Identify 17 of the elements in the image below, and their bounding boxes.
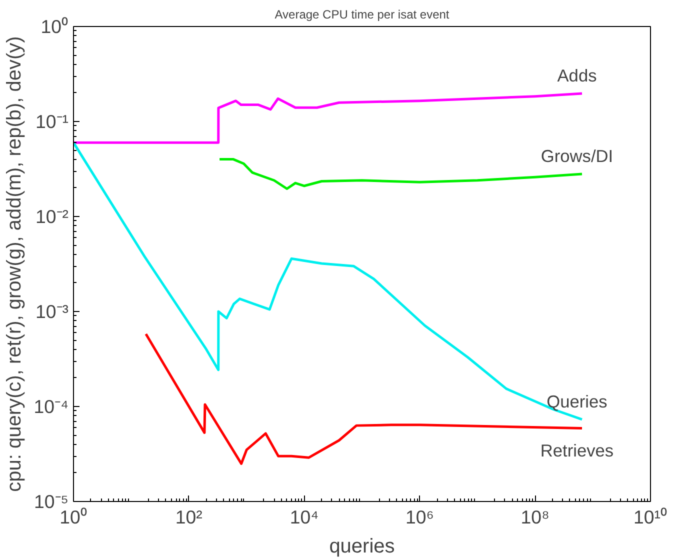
- y-tick-label: 10⁻⁴: [34, 396, 69, 417]
- x-tick-label: 10¹⁰: [634, 506, 668, 528]
- x-tick-label: 10²: [175, 506, 202, 528]
- series-label: Grows/DI: [540, 146, 614, 166]
- y-tick-label: 10⁻²: [36, 206, 69, 227]
- series-label: Retrieves: [540, 440, 614, 460]
- y-tick-label: 10⁰: [40, 16, 69, 37]
- x-tick-label: 10⁶: [405, 506, 434, 528]
- chart-title: Average CPU time per isat event: [274, 8, 450, 22]
- x-tick-label: 10⁸: [520, 506, 550, 528]
- y-tick-label: 10⁻³: [36, 301, 69, 322]
- x-tick-label: 10⁴: [290, 506, 319, 528]
- y-tick-label: 10⁻¹: [36, 111, 69, 132]
- series-label: Queries: [546, 391, 608, 412]
- x-axis-title: queries: [329, 536, 395, 558]
- series-label: Adds: [557, 66, 598, 86]
- y-axis-title: cpu: query(c), ret(r), grow(g), add(m), rep(b), dev(y): [4, 36, 26, 492]
